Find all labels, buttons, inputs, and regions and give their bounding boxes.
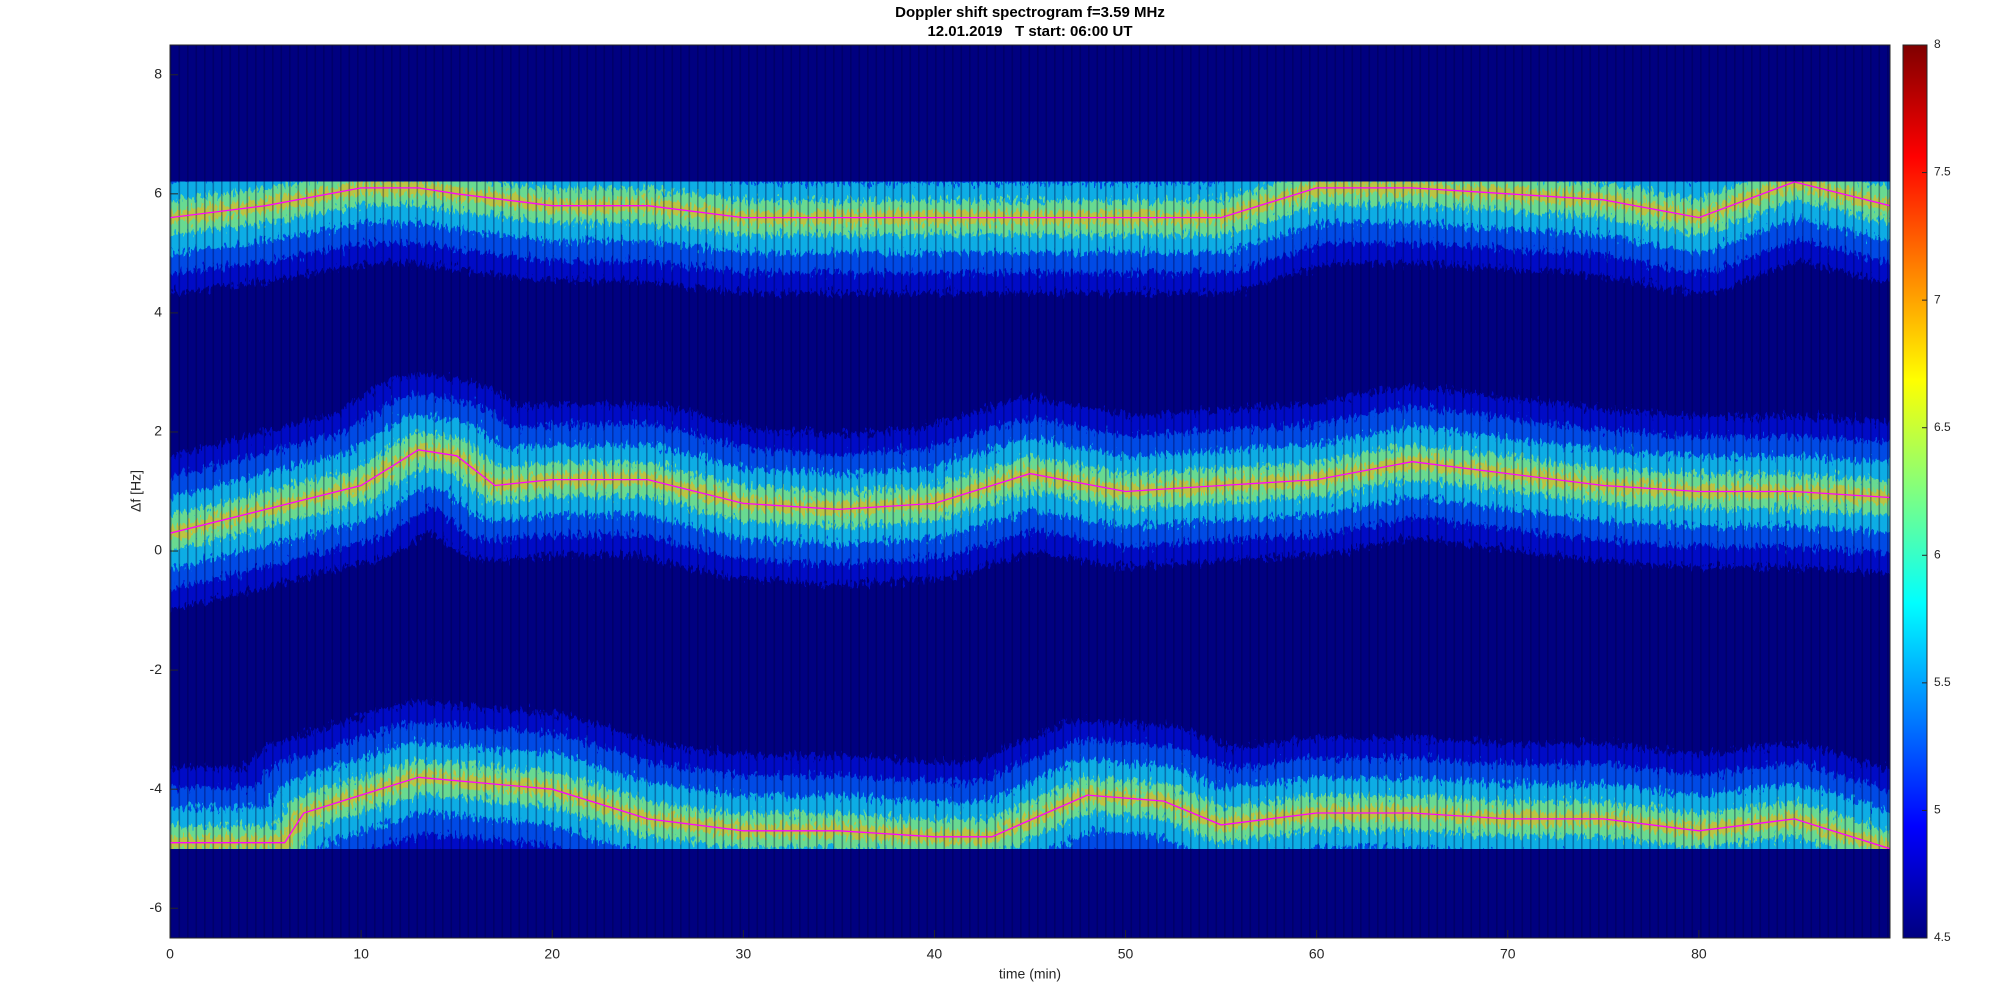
x-tick-label: 70	[1500, 946, 1516, 962]
colorbar-tick-label: 5	[1934, 803, 1941, 817]
y-tick-label: 0	[154, 542, 162, 558]
plot-area	[170, 45, 1890, 938]
chart-title: Doppler shift spectrogram f=3.59 MHz	[895, 4, 1165, 21]
colorbar	[1902, 44, 1928, 939]
plot-frame	[169, 44, 1891, 939]
x-tick-label: 10	[353, 946, 369, 962]
y-tick-label: -2	[150, 661, 163, 677]
x-tick-label: 30	[736, 946, 752, 962]
stripes	[170, 45, 1890, 938]
x-axis-label: time (min)	[999, 966, 1061, 982]
y-tick-label: 8	[154, 65, 162, 81]
y-tick-label: -4	[150, 780, 163, 796]
x-tick-label: 20	[544, 946, 560, 962]
x-tick-label: 80	[1691, 946, 1707, 962]
colorbar-tick-label: 8	[1934, 37, 1941, 51]
x-tick-label: 50	[1118, 946, 1134, 962]
colorbar-tick-label: 7.5	[1934, 165, 1951, 179]
x-tick-label: 40	[927, 946, 943, 962]
y-tick-label: 4	[154, 304, 162, 320]
trace-line	[170, 776, 1890, 850]
colorbar-tick-label: 6.5	[1934, 420, 1951, 434]
x-tick-label: 60	[1309, 946, 1325, 962]
colorbar-tick-label: 4.5	[1934, 930, 1951, 944]
y-tick-label: 2	[154, 423, 162, 439]
trace-line	[170, 181, 1890, 219]
y-tick-label: 6	[154, 185, 162, 201]
y-tick-label: -6	[150, 899, 163, 915]
colorbar-tick-label: 7	[1934, 292, 1941, 306]
colorbar-tick-label: 5.5	[1934, 675, 1951, 689]
chart-subtitle: 12.01.2019 T start: 06:00 UT	[927, 23, 1132, 40]
colorbar-tick-label: 6	[1934, 547, 1941, 561]
trace-line	[170, 449, 1890, 534]
x-tick-label: 0	[166, 946, 174, 962]
y-axis-label: Δf [Hz]	[128, 470, 144, 512]
